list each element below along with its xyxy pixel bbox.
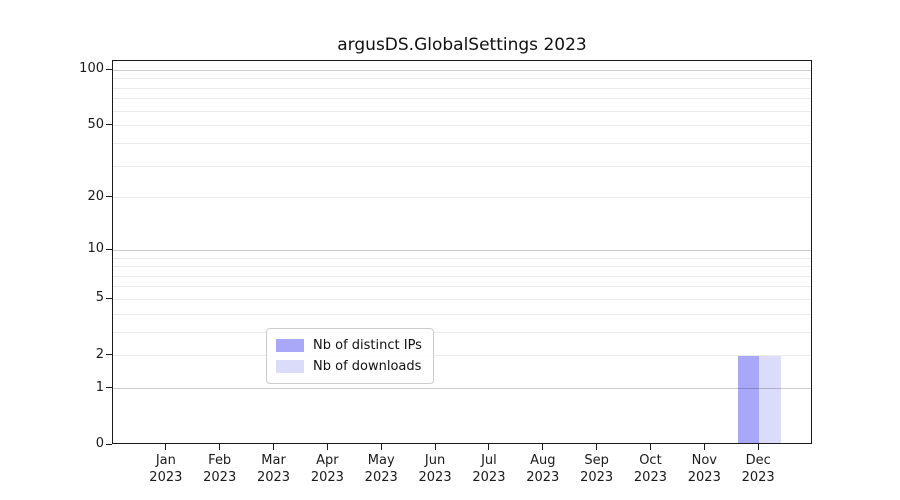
y-gridline [113,388,811,390]
y-gridline [113,125,811,127]
x-tick-year: 2023 [633,470,667,485]
x-tick-month: Jun [424,453,446,468]
x-tick-label: Sep 2023 [565,452,629,486]
x-tick-month: Sep [584,453,609,468]
x-tickmark [757,444,759,450]
x-tick-month: May [367,453,395,468]
x-tick-label: Mar 2023 [242,452,306,486]
y-tickmark [106,443,112,445]
y-tickmark [106,68,112,70]
x-tick-month: Jul [481,453,497,468]
y-tick-label: 50 [87,116,104,132]
y-gridline-minor [113,78,811,80]
x-tick-label: Jan 2023 [134,452,198,486]
y-tickmark [106,248,112,250]
x-tick-month: Mar [261,453,286,468]
legend-item-downloads: Nb of downloads [276,356,422,377]
x-tick-year: 2023 [687,470,721,485]
x-tickmark [219,444,221,450]
x-tick-month: Feb [208,453,232,468]
y-tick-label: 5 [95,290,104,306]
legend-item-distinct-ips: Nb of distinct IPs [276,335,422,356]
y-gridline-minor [113,165,811,167]
x-tickmark [542,444,544,450]
x-tick-label: Jun 2023 [403,452,467,486]
x-tick-label: Nov 2023 [672,452,736,486]
x-tick-month: Dec [745,453,771,468]
x-tick-year: 2023 [364,470,398,485]
legend: Nb of distinct IPs Nb of downloads [266,328,434,384]
y-tick-label: 100 [79,61,104,77]
x-tick-year: 2023 [741,470,775,485]
x-tick-label: May 2023 [349,452,413,486]
x-tickmark [434,444,436,450]
bar-nb-of-downloads [759,355,781,443]
y-gridline [113,298,811,300]
legend-swatch-downloads [276,360,304,373]
x-tick-month: Aug [530,453,556,468]
y-gridline-minor [113,110,811,112]
x-tick-month: Nov [691,453,717,468]
legend-label-downloads: Nb of downloads [313,359,422,374]
y-gridline-minor [113,286,811,288]
x-tickmark [380,444,382,450]
y-tickmark [106,387,112,389]
y-gridline-minor [113,275,811,277]
x-tick-label: Dec 2023 [726,452,790,486]
x-tick-label: Feb 2023 [188,452,252,486]
x-tick-year: 2023 [472,470,506,485]
x-tick-year: 2023 [580,470,614,485]
y-tickmark [106,196,112,198]
chart-title: argusDS.GlobalSettings 2023 [337,35,587,55]
x-tick-year: 2023 [256,470,291,485]
x-tick-year: 2023 [149,470,183,485]
x-tick-label: Aug 2023 [511,452,575,486]
legend-swatch-distinct-ips [276,339,304,352]
x-tick-month: Jan [155,453,176,468]
y-gridline [113,197,811,199]
y-gridline-minor [113,87,811,89]
x-tick-month: Apr [316,453,339,468]
y-tickmark [106,354,112,356]
y-gridline-minor [113,257,811,259]
x-tick-year: 2023 [203,470,237,485]
y-gridline-minor [113,313,811,315]
y-tick-label: 2 [95,346,104,362]
y-gridline [113,69,811,71]
y-tickmark [106,124,112,126]
x-tickmark [488,444,490,450]
y-tickmark [106,297,112,299]
x-tickmark [703,444,705,450]
y-gridline [113,355,811,357]
x-tick-label: Jul 2023 [457,452,521,486]
x-tick-label: Apr 2023 [295,452,359,486]
x-tick-year: 2023 [310,470,344,485]
x-tickmark [649,444,651,450]
legend-label-distinct-ips: Nb of distinct IPs [313,338,422,353]
x-tickmark [165,444,167,450]
y-tick-label: 1 [95,379,104,395]
x-tickmark [326,444,328,450]
x-tickmark [273,444,275,450]
x-tick-year: 2023 [418,470,452,485]
plot-area [112,60,812,444]
y-tick-label: 0 [95,436,104,451]
y-gridline-minor [113,98,811,100]
y-gridline-minor [113,331,811,333]
x-tickmark [596,444,598,450]
x-tick-label: Oct 2023 [618,452,682,486]
y-gridline-minor [113,266,811,268]
y-gridline-minor [113,142,811,144]
x-tick-month: Oct [639,453,662,468]
y-gridline [113,249,811,251]
y-tick-label: 20 [87,188,104,204]
x-tick-year: 2023 [526,470,560,485]
bar-nb-of-distinct-ips [737,355,760,443]
y-tick-label: 10 [87,241,104,257]
